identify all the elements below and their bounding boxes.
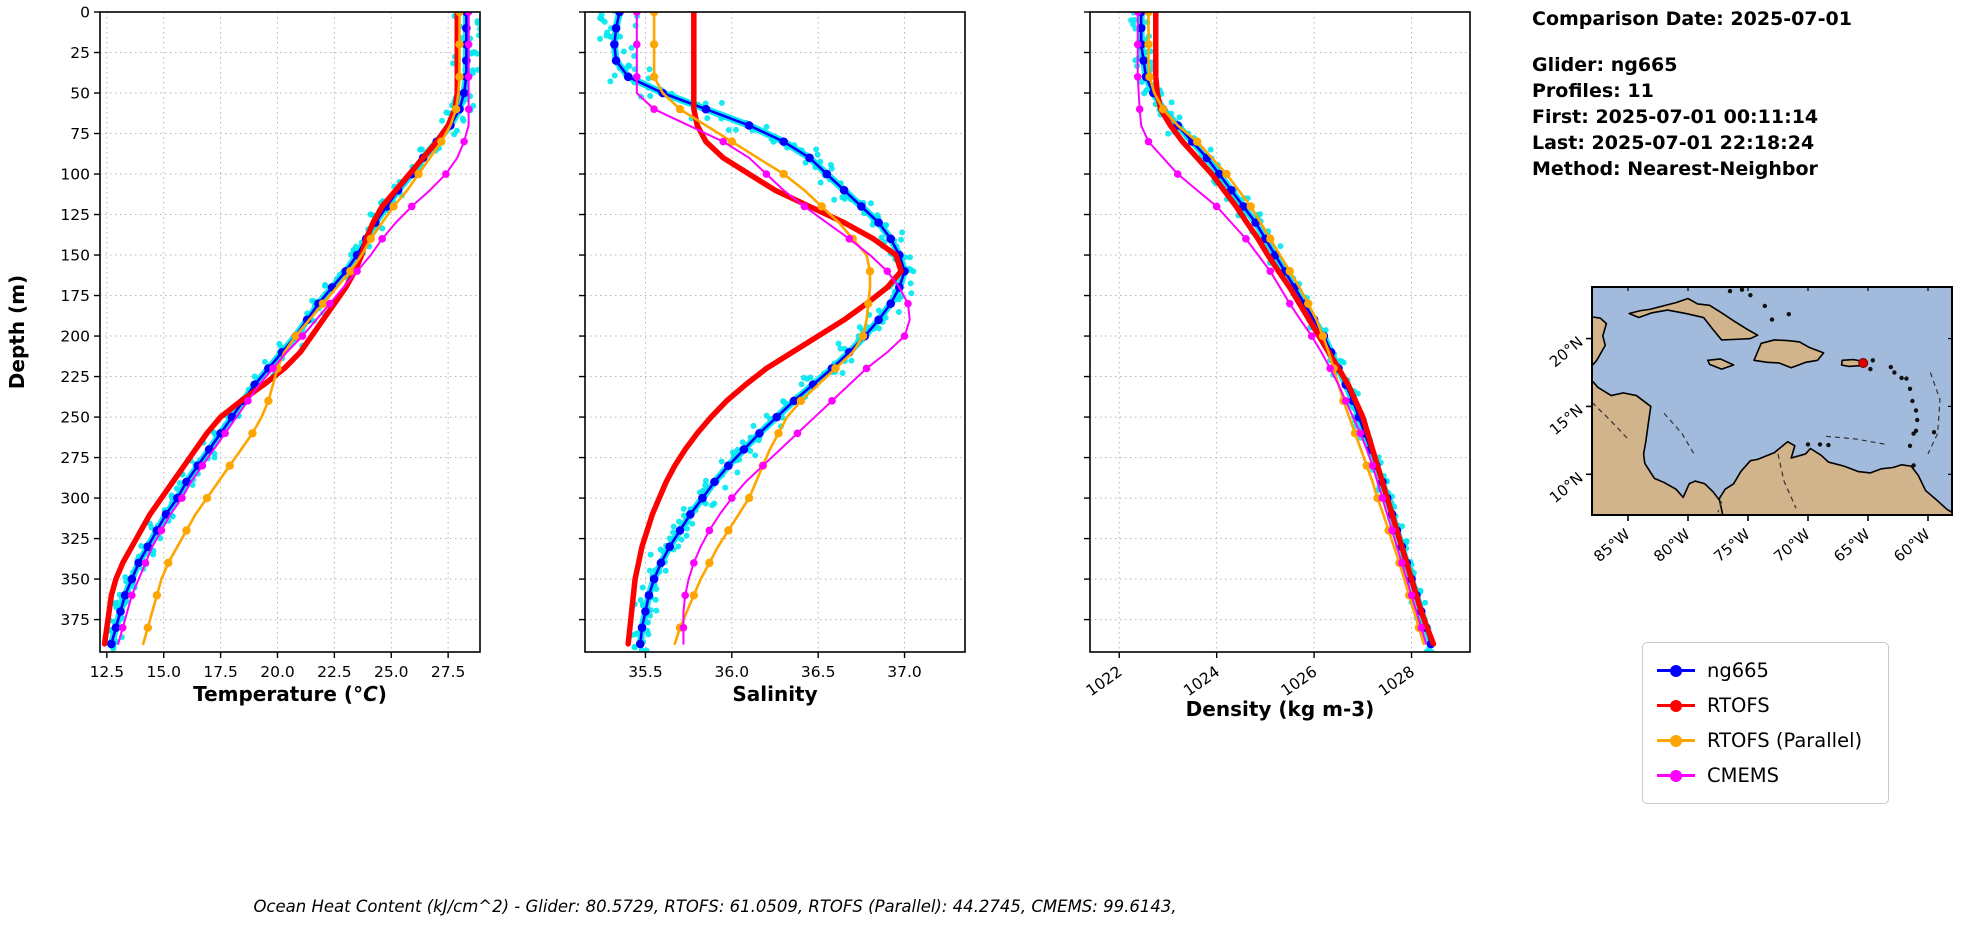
profile-charts: 12.5 15.0 17.5 20.0 22.5 25.0 27.5 0 25 50 75 100 12… bbox=[5, 4, 1471, 721]
svg-text:325: 325 bbox=[60, 530, 90, 548]
svg-text:10°N: 10°N bbox=[1546, 469, 1587, 507]
legend-marker-rtofs-parallel-icon bbox=[1657, 734, 1695, 747]
svg-text:20.0: 20.0 bbox=[260, 663, 295, 681]
svg-text:12.5: 12.5 bbox=[90, 663, 125, 681]
legend-label: CMEMS bbox=[1707, 764, 1779, 787]
last-profile-time: Last: 2025-07-01 22:18:24 bbox=[1532, 132, 1815, 154]
profiles-count: Profiles: 11 bbox=[1532, 80, 1654, 102]
svg-text:300: 300 bbox=[60, 490, 90, 508]
legend: ng665 RTOFS RTOFS (Parallel) CMEMS bbox=[1642, 642, 1890, 804]
svg-text:Temperature (°C): Temperature (°C) bbox=[193, 682, 387, 706]
legend-item-rtofs-parallel: RTOFS (Parallel) bbox=[1657, 723, 1862, 758]
svg-text:250: 250 bbox=[60, 409, 90, 427]
svg-text:Salinity: Salinity bbox=[732, 682, 817, 706]
legend-marker-ng665-icon bbox=[1657, 664, 1695, 677]
spacer bbox=[1532, 32, 1852, 52]
location-map: 85°W 80°W 75°W 70°W 65°W 60°W 20°N 15°N 10°N bbox=[1546, 286, 1953, 566]
svg-text:36.0: 36.0 bbox=[715, 663, 750, 681]
svg-text:75: 75 bbox=[70, 125, 90, 143]
svg-text:37.0: 37.0 bbox=[887, 663, 922, 681]
svg-text:125: 125 bbox=[60, 206, 90, 224]
svg-text:1024: 1024 bbox=[1180, 663, 1223, 700]
svg-text:0: 0 bbox=[80, 4, 90, 22]
svg-text:25.0: 25.0 bbox=[374, 663, 409, 681]
svg-text:27.5: 27.5 bbox=[431, 663, 466, 681]
legend-label: RTOFS bbox=[1707, 694, 1770, 717]
legend-item-rtofs: RTOFS bbox=[1657, 688, 1862, 723]
svg-text:1022: 1022 bbox=[1083, 663, 1126, 700]
svg-text:70°W: 70°W bbox=[1770, 525, 1813, 566]
svg-text:80°W: 80°W bbox=[1650, 525, 1693, 566]
first-profile-time: First: 2025-07-01 00:11:14 bbox=[1532, 106, 1819, 128]
svg-text:150: 150 bbox=[60, 247, 90, 265]
comparison-date: Comparison Date: 2025-07-01 bbox=[1532, 8, 1852, 30]
method: Method: Nearest-Neighbor bbox=[1532, 158, 1818, 180]
svg-text:Density (kg m-3): Density (kg m-3) bbox=[1186, 697, 1375, 721]
svg-text:17.5: 17.5 bbox=[203, 663, 238, 681]
svg-text:22.5: 22.5 bbox=[317, 663, 352, 681]
svg-text:15.0: 15.0 bbox=[146, 663, 181, 681]
svg-text:36.5: 36.5 bbox=[801, 663, 836, 681]
svg-text:60°W: 60°W bbox=[1890, 525, 1933, 566]
svg-text:65°W: 65°W bbox=[1830, 525, 1873, 566]
svg-text:75°W: 75°W bbox=[1710, 525, 1753, 566]
svg-text:350: 350 bbox=[60, 571, 90, 589]
legend-item-ng665: ng665 bbox=[1657, 653, 1862, 688]
svg-text:85°W: 85°W bbox=[1590, 525, 1633, 566]
svg-text:225: 225 bbox=[60, 368, 90, 386]
svg-text:15°N: 15°N bbox=[1546, 401, 1587, 439]
svg-text:50: 50 bbox=[70, 85, 90, 103]
svg-text:275: 275 bbox=[60, 449, 90, 467]
svg-text:1028: 1028 bbox=[1375, 663, 1418, 700]
glider-name: Glider: ng665 bbox=[1532, 54, 1678, 76]
svg-text:175: 175 bbox=[60, 287, 90, 305]
svg-text:100: 100 bbox=[60, 166, 90, 184]
svg-text:200: 200 bbox=[60, 328, 90, 346]
svg-text:25: 25 bbox=[70, 44, 90, 62]
svg-text:375: 375 bbox=[60, 611, 90, 629]
metadata-block: Comparison Date: 2025-07-01 Glider: ng66… bbox=[1532, 6, 1852, 182]
legend-marker-cmems-icon bbox=[1657, 769, 1695, 782]
svg-text:1026: 1026 bbox=[1278, 663, 1321, 700]
svg-text:35.5: 35.5 bbox=[628, 663, 663, 681]
ohc-caption: Ocean Heat Content (kJ/cm^2) - Glider: 8… bbox=[253, 897, 1177, 916]
svg-text:20°N: 20°N bbox=[1546, 333, 1587, 371]
legend-label: ng665 bbox=[1707, 659, 1769, 682]
legend-marker-rtofs-icon bbox=[1657, 699, 1695, 712]
legend-item-cmems: CMEMS bbox=[1657, 758, 1862, 793]
svg-text:Depth (m): Depth (m) bbox=[5, 275, 29, 389]
legend-label: RTOFS (Parallel) bbox=[1707, 729, 1863, 752]
